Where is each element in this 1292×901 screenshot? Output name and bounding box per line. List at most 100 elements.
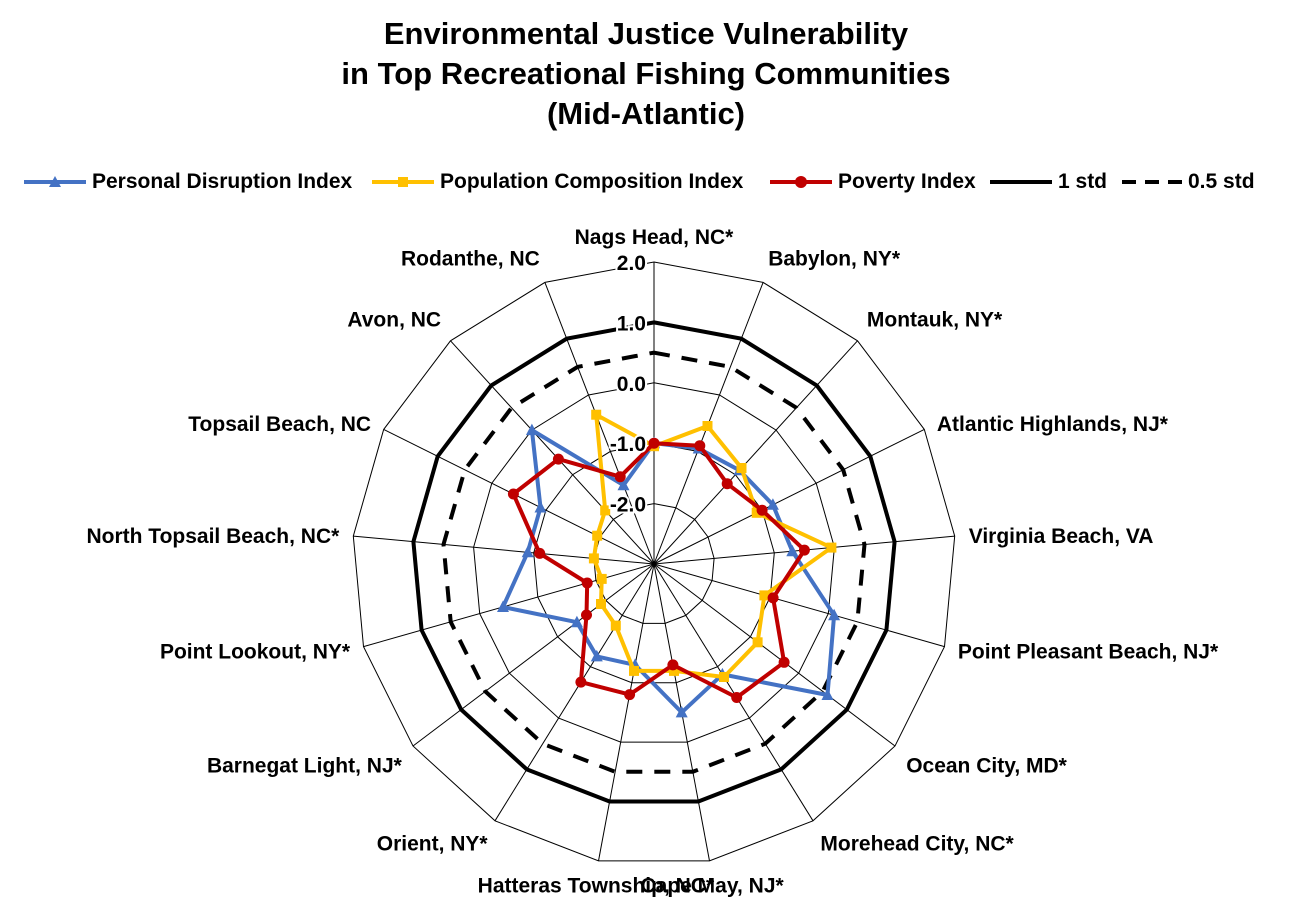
legend-label-1-std: 1 std bbox=[1058, 170, 1108, 193]
axis-tick-label: 1.0 bbox=[617, 312, 646, 335]
category-label: Point Lookout, NY* bbox=[160, 641, 351, 664]
data-point-poverty-index bbox=[756, 504, 768, 516]
legend-item-population-composition: Population Composition Index bbox=[370, 166, 743, 198]
category-label: Morehead City, NC* bbox=[820, 833, 1014, 856]
axis-tick-label: -2.0 bbox=[610, 494, 646, 517]
grid-spoke bbox=[598, 563, 655, 861]
data-point-personal-disruption-index bbox=[766, 498, 779, 510]
data-point-personal-disruption-index bbox=[828, 608, 841, 621]
category-label: Orient, NY* bbox=[377, 833, 489, 856]
data-point-population-composition-index bbox=[610, 620, 621, 631]
series-line-0-5-std bbox=[441, 350, 867, 774]
grid-ring bbox=[473, 382, 835, 743]
grid-spoke bbox=[450, 340, 655, 565]
series-line-personal-disruption-index bbox=[501, 428, 837, 715]
category-label: Babylon, NY* bbox=[768, 247, 901, 270]
data-point-personal-disruption-index bbox=[590, 649, 603, 662]
legend-swatch-0-5-std bbox=[1122, 180, 1182, 184]
chart-title-line-2: in Top Recreational Fishing Communities bbox=[341, 56, 951, 91]
grid-spoke bbox=[653, 563, 896, 747]
category-label: Topsail Beach, NC bbox=[188, 413, 371, 436]
data-point-personal-disruption-index bbox=[521, 545, 534, 558]
grid-spoke bbox=[353, 535, 655, 565]
legend-item-0-5-std: 0.5 std bbox=[1118, 166, 1255, 198]
data-point-population-composition-index bbox=[751, 507, 762, 518]
series-line-poverty-index bbox=[511, 441, 807, 700]
data-point-population-composition-index bbox=[596, 599, 606, 609]
data-point-poverty-index bbox=[667, 659, 679, 671]
data-point-poverty-index bbox=[767, 592, 779, 604]
data-point-personal-disruption-index bbox=[497, 600, 509, 612]
legend-item-personal-disruption: Personal Disruption Index bbox=[22, 166, 352, 198]
axis-tick-label: -1.0 bbox=[610, 433, 646, 456]
category-label: Montauk, NY* bbox=[867, 309, 1003, 332]
grid-spoke bbox=[653, 563, 945, 648]
data-point-population-composition-index bbox=[669, 665, 679, 676]
data-point-population-composition-index bbox=[736, 463, 747, 473]
category-label: Nags Head, NC* bbox=[575, 226, 735, 249]
data-point-poverty-index bbox=[581, 577, 593, 589]
category-label: Hatteras Township, NC* bbox=[478, 875, 715, 898]
grid-spoke bbox=[494, 563, 655, 822]
grid-ring bbox=[352, 261, 956, 862]
data-point-poverty-index bbox=[614, 471, 626, 483]
data-point-personal-disruption-index bbox=[821, 688, 834, 700]
category-label: Barnegat Light, NJ* bbox=[207, 754, 403, 777]
data-point-personal-disruption-index bbox=[675, 705, 688, 718]
data-point-population-composition-index bbox=[702, 421, 713, 431]
data-point-poverty-index bbox=[694, 440, 706, 452]
data-point-population-composition-index bbox=[826, 542, 837, 553]
category-label: Avon, NC bbox=[347, 309, 441, 332]
legend-swatch-poverty bbox=[770, 176, 832, 188]
category-label: Rodanthe, NC bbox=[401, 247, 540, 270]
legend-item-1-std: 1 std bbox=[988, 166, 1107, 198]
data-point-poverty-index bbox=[507, 488, 519, 500]
category-label: Point Pleasant Beach, NJ* bbox=[958, 641, 1219, 664]
legend-swatch-1-std bbox=[990, 180, 1052, 184]
grid-spoke bbox=[653, 563, 814, 822]
legend-label-personal-disruption: Personal Disruption Index bbox=[92, 170, 353, 193]
category-label: Atlantic Highlands, NJ* bbox=[937, 413, 1169, 436]
data-point-population-composition-index bbox=[629, 665, 639, 676]
category-label: Cape May, NJ* bbox=[641, 875, 785, 898]
series-line-1-std bbox=[411, 320, 897, 804]
data-point-population-composition-index bbox=[719, 672, 729, 682]
data-point-population-composition-index bbox=[600, 505, 611, 516]
category-label: Virginia Beach, VA bbox=[969, 525, 1154, 548]
chart-title-line-3: (Mid-Atlantic) bbox=[546, 96, 746, 131]
grid-spoke bbox=[544, 282, 655, 565]
data-point-poverty-index bbox=[552, 453, 564, 465]
data-point-population-composition-index bbox=[759, 590, 770, 601]
data-point-poverty-index bbox=[721, 478, 733, 490]
data-point-poverty-index bbox=[575, 676, 587, 688]
data-point-personal-disruption-index bbox=[617, 478, 630, 491]
data-point-population-composition-index bbox=[591, 409, 602, 420]
legend-label-population-composition: Population Composition Index bbox=[440, 170, 744, 193]
grid-spoke bbox=[653, 340, 858, 565]
grid-spoke bbox=[383, 428, 655, 565]
axis-tick-label: 2.0 bbox=[617, 252, 646, 275]
data-point-poverty-index bbox=[581, 609, 592, 621]
axis-tick-label: 0.0 bbox=[617, 373, 646, 396]
data-point-personal-disruption-index bbox=[525, 423, 538, 436]
data-point-population-composition-index bbox=[592, 530, 603, 541]
legend-label-poverty: Poverty Index bbox=[838, 170, 976, 193]
data-point-poverty-index bbox=[534, 547, 546, 559]
data-point-poverty-index bbox=[798, 544, 810, 556]
legend-swatch-personal-disruption bbox=[24, 176, 86, 187]
category-label: North Topsail Beach, NC* bbox=[86, 525, 340, 548]
data-point-population-composition-index bbox=[588, 553, 599, 564]
data-point-population-composition-index bbox=[596, 573, 607, 584]
data-point-poverty-index bbox=[624, 689, 636, 701]
legend-item-poverty: Poverty Index bbox=[768, 166, 976, 198]
chart-title-line-1: Environmental Justice Vulnerability bbox=[383, 16, 909, 51]
grid-spoke bbox=[653, 428, 925, 565]
data-point-personal-disruption-index bbox=[534, 501, 547, 513]
data-point-poverty-index bbox=[731, 692, 743, 703]
data-point-personal-disruption-index bbox=[786, 544, 799, 557]
data-point-poverty-index bbox=[778, 656, 790, 668]
data-point-poverty-index bbox=[648, 437, 660, 449]
chart-title: Environmental Justice Vulnerability in T… bbox=[0, 14, 1292, 134]
legend-swatch-population-composition bbox=[372, 177, 434, 187]
